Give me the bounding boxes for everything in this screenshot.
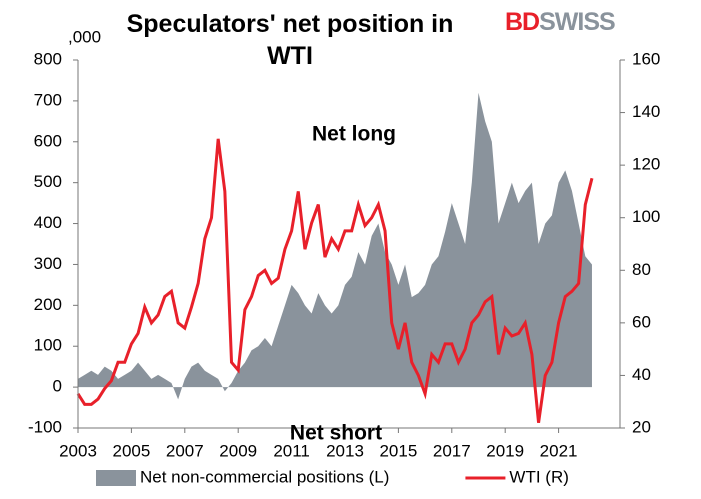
x-tick-label: 2021 xyxy=(540,441,578,460)
y2-tick-label: 40 xyxy=(632,365,651,384)
x-tick-label: 2011 xyxy=(273,441,310,460)
y2-tick-label: 100 xyxy=(632,207,660,226)
legend-label: Net non-commercial positions (L) xyxy=(140,467,389,486)
y-tick-label: 0 xyxy=(53,377,62,396)
y2-tick-label: 140 xyxy=(632,102,660,121)
unit-label: ,000 xyxy=(68,27,101,46)
x-tick-label: 2005 xyxy=(112,441,150,460)
y2-tick-label: 160 xyxy=(632,49,660,68)
y-tick-label: 500 xyxy=(34,172,62,191)
y-tick-label: 200 xyxy=(34,295,62,314)
area xyxy=(78,92,592,400)
logo-part: BD xyxy=(505,8,540,36)
y-tick-label: 100 xyxy=(34,336,62,355)
annotation: Net long xyxy=(312,123,396,146)
x-tick-label: 2017 xyxy=(433,441,471,460)
y-tick-label: 700 xyxy=(34,90,62,109)
logo: BDSWISS xyxy=(505,8,616,37)
x-tick-label: 2009 xyxy=(219,441,257,460)
legend-swatch xyxy=(96,470,136,486)
x-tick-label: 2007 xyxy=(166,441,204,460)
y-tick-label: -100 xyxy=(28,417,62,436)
y2-tick-label: 120 xyxy=(632,155,660,174)
y2-tick-label: 80 xyxy=(632,260,651,279)
y2-tick-label: 60 xyxy=(632,312,651,331)
y-tick-label: 300 xyxy=(34,254,62,273)
x-tick-label: 2013 xyxy=(326,441,364,460)
y2-tick-label: 20 xyxy=(632,417,651,436)
annotation: Net short xyxy=(290,422,382,445)
legend-label: WTI (R) xyxy=(509,467,568,486)
y-tick-label: 800 xyxy=(34,49,62,68)
chart-title: Speculators' net position in WTI xyxy=(126,10,454,70)
logo-part: SWISS xyxy=(539,8,616,36)
line xyxy=(76,138,594,423)
x-tick-label: 2019 xyxy=(486,441,524,460)
x-tick-label: 2003 xyxy=(59,441,97,460)
x-tick-label: 2015 xyxy=(379,441,417,460)
y-tick-label: 400 xyxy=(34,213,62,232)
y-tick-label: 600 xyxy=(34,131,62,150)
